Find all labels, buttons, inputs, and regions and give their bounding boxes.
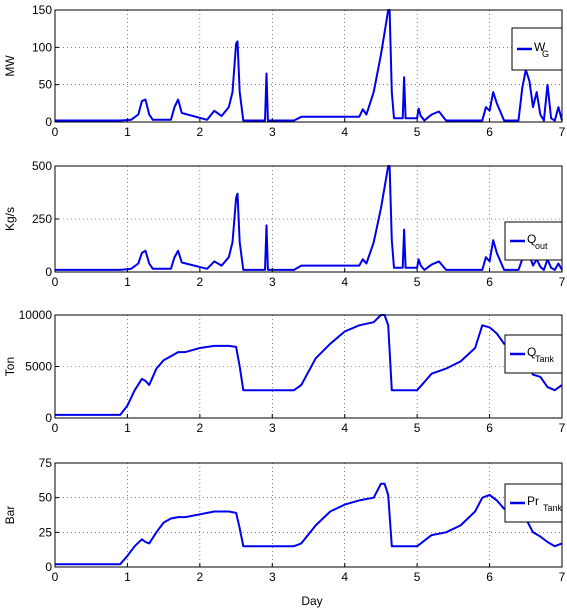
x-tick-label: 1: [124, 570, 131, 584]
y-tick-label: 5000: [25, 360, 52, 374]
series-line-pr-tank: [55, 482, 563, 566]
y-tick-label: 0: [45, 115, 52, 129]
x-tick-label: 5: [414, 125, 421, 139]
x-tick-label: 2: [197, 421, 204, 435]
x-tick-label: 0: [52, 125, 59, 139]
series-line-q-out: [55, 165, 563, 271]
y-tick-label: 10000: [19, 308, 53, 322]
x-tick-label: 3: [269, 421, 276, 435]
x-tick-label: 5: [414, 275, 421, 289]
x-tick-label: 4: [341, 125, 348, 139]
x-tick-label: 7: [559, 125, 566, 139]
x-tick-label: 1: [124, 421, 131, 435]
legend-subscript: out: [535, 241, 548, 251]
x-tick-label: 3: [269, 275, 276, 289]
x-tick-label: 2: [197, 570, 204, 584]
series-line-w-g: [55, 9, 563, 122]
x-tick-label: 0: [52, 570, 59, 584]
legend-label: Q: [527, 345, 536, 359]
x-tick-label: 4: [341, 421, 348, 435]
legend-label: W: [534, 40, 546, 54]
series-line-q-tank: [55, 314, 563, 416]
x-tick-label: 3: [269, 125, 276, 139]
x-tick-label: 4: [341, 570, 348, 584]
x-tick-label: 3: [269, 570, 276, 584]
y-tick-label: 100: [32, 40, 52, 54]
x-tick-label: 2: [197, 275, 204, 289]
legend-subscript: G: [542, 49, 549, 59]
y-tick-label: 500: [32, 159, 52, 173]
x-tick-label: 6: [486, 275, 493, 289]
legend-label: Pr: [527, 494, 539, 508]
legend-subscript: Tank: [543, 503, 563, 513]
x-tick-label: 0: [52, 421, 59, 435]
y-tick-label: 250: [32, 212, 52, 226]
y-tick-label: 150: [32, 3, 52, 17]
x-tick-label: 7: [559, 570, 566, 584]
x-tick-label: 7: [559, 275, 566, 289]
y-axis-label: Bar: [3, 506, 17, 525]
legend-subscript: Tank: [535, 354, 555, 364]
x-axis-label: Day: [301, 594, 322, 608]
y-axis-label: MW: [3, 55, 17, 77]
y-tick-label: 0: [45, 411, 52, 425]
x-tick-label: 6: [486, 421, 493, 435]
y-tick-label: 0: [45, 560, 52, 574]
y-tick-label: 25: [39, 525, 53, 539]
y-tick-label: 75: [39, 456, 53, 470]
plot-frame: [54, 9, 563, 123]
x-tick-label: 2: [197, 125, 204, 139]
x-tick-label: 6: [486, 570, 493, 584]
x-tick-label: 6: [486, 125, 493, 139]
y-tick-label: 50: [39, 78, 53, 92]
y-axis-label: Kg/s: [3, 207, 17, 231]
x-tick-label: 0: [52, 275, 59, 289]
x-tick-label: 4: [341, 275, 348, 289]
x-tick-label: 5: [414, 570, 421, 584]
y-tick-label: 0: [45, 265, 52, 279]
y-axis-label: Ton: [3, 357, 17, 376]
legend-label: Q: [527, 232, 536, 246]
x-tick-label: 5: [414, 421, 421, 435]
x-tick-label: 7: [559, 421, 566, 435]
y-tick-label: 50: [39, 491, 53, 505]
x-tick-label: 1: [124, 125, 131, 139]
x-tick-label: 1: [124, 275, 131, 289]
